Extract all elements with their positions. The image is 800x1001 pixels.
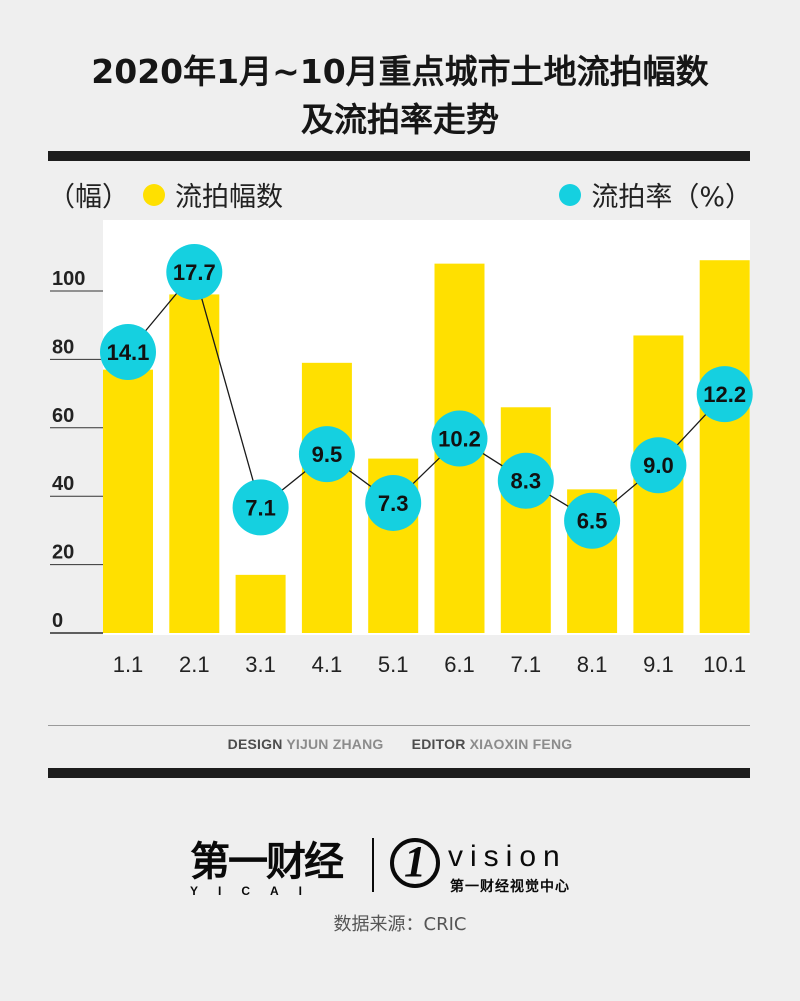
rate-point-6.1 [431,410,488,467]
y-tick-label-20: 20 [52,542,74,564]
x-tick-label-5.1: 5.1 [378,652,409,677]
editor-name: XIAOXIN FENG [469,736,573,752]
vision-subtitle: 第一财经视觉中心 [450,879,570,895]
rate-point-1.1 [100,323,156,380]
credits-divider [48,725,750,726]
bar-1.1 [103,369,153,633]
x-tick-label-3.1: 3.1 [245,652,276,677]
chart: 0 20 40 60 80 100 1.1 2.1 3.1 4.1 5.1 6.1 7.1 8.1 9.1… [50,220,753,677]
logo-divider [372,838,374,892]
bar-4.1 [301,362,352,633]
vision-ring-icon [390,838,440,888]
y-tick-label-40: 40 [52,473,74,495]
rate-label-9.1: 9.0 [643,453,674,478]
top-divider [48,151,750,161]
x-tick-label-6.1: 6.1 [444,652,475,677]
x-tick-label-8.1: 8.1 [577,652,608,677]
design-name: YIJUN ZHANG [286,736,384,752]
chart-title-line1: 2020年1月~10月重点城市土地流拍幅数 [91,52,709,91]
rate-label-8.1: 6.5 [577,509,608,534]
chart-title: 2020年1月~10月重点城市土地流拍幅数 及流拍率走势 [0,48,800,144]
bar-10.1 [699,260,750,633]
x-tick-label-1.1: 1.1 [113,652,144,677]
yicai-logo-en: YICAI [190,884,323,898]
editor-label: EDITOR [411,736,466,752]
y-tick-label-60: 60 [52,405,74,427]
rate-label-10.1: 12.2 [703,382,746,407]
y-tick-label-100: 100 [52,268,85,290]
bar-3.1 [235,574,286,633]
rate-label-6.1: 10.2 [438,427,481,452]
bar-2.1 [169,294,220,633]
yicai-logo-cn: 第一财经 [190,839,344,885]
rate-point-2.1 [166,244,223,301]
rate-point-4.1 [298,426,355,483]
rate-point-9.1 [630,437,687,494]
credits: DESIGN YIJUN ZHANG EDITOR XIAOXIN FENG [0,736,800,752]
rate-point-5.1 [365,474,422,531]
vision-text: vision [448,840,567,873]
rate-label-3.1: 7.1 [245,495,276,520]
x-tick-label-9.1: 9.1 [643,652,674,677]
legend-bar-swatch [143,183,165,206]
yicai-logo: 第一财经 YICAI [190,842,360,898]
vision-mark: 1 [404,837,426,886]
rate-point-8.1 [564,492,621,549]
rate-point-10.1 [696,366,753,423]
x-tick-label-7.1: 7.1 [511,652,542,677]
rate-line [127,270,726,522]
chart-title-line2: 及流拍率走势 [301,100,499,139]
legend-rate-swatch [559,183,582,206]
design-label: DESIGN [227,736,283,752]
rate-label-5.1: 7.3 [378,491,409,516]
bar-7.1 [500,407,551,633]
legend-bar-label: 流拍幅数 [175,182,283,213]
rate-point-7.1 [497,452,554,509]
y-axis-unit: （幅） [48,182,129,213]
rate-label-1.1: 14.1 [107,340,150,365]
bottom-divider [48,768,750,778]
rate-label-7.1: 8.3 [511,469,542,494]
x-tick-label-4.1: 4.1 [312,652,343,677]
x-tick-label-2.1: 2.1 [179,652,210,677]
x-tick-label-10.1: 10.1 [703,652,746,677]
legend-rate-label: 流拍率（%） [591,182,752,213]
y-tick-label-80: 80 [52,336,74,358]
y-tick-label-0: 0 [52,610,63,632]
rate-label-2.1: 17.7 [173,260,216,285]
legend-bars: （幅） 流拍幅数 [48,175,283,214]
rate-label-4.1: 9.5 [312,442,343,467]
vision-logo: 1 vision 第一财经视觉中心 [390,836,620,896]
rate-point-3.1 [232,479,289,536]
data-source: 数据来源：CRIC [333,914,467,935]
legend-rate: 流拍率（%） [545,175,752,214]
